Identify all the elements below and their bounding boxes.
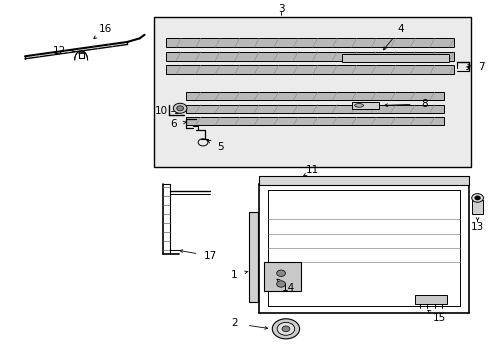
Bar bbox=[259, 176, 468, 185]
Circle shape bbox=[471, 194, 483, 202]
Bar bbox=[185, 92, 444, 100]
Text: 5: 5 bbox=[216, 142, 223, 152]
Text: 3: 3 bbox=[277, 4, 284, 14]
Text: 8: 8 bbox=[421, 99, 427, 109]
Text: 2: 2 bbox=[231, 319, 238, 328]
Circle shape bbox=[282, 326, 289, 332]
Bar bbox=[166, 39, 453, 47]
Bar bbox=[249, 212, 258, 302]
Bar bbox=[185, 105, 444, 113]
Text: 14: 14 bbox=[281, 283, 294, 293]
Text: 1: 1 bbox=[230, 270, 237, 280]
Polygon shape bbox=[154, 17, 470, 167]
Circle shape bbox=[173, 103, 186, 113]
Text: 13: 13 bbox=[470, 222, 483, 232]
Text: 12: 12 bbox=[53, 46, 66, 56]
Circle shape bbox=[277, 322, 294, 335]
Text: 6: 6 bbox=[170, 120, 177, 129]
Circle shape bbox=[474, 196, 480, 200]
Bar bbox=[185, 117, 444, 125]
Text: 10: 10 bbox=[155, 106, 168, 116]
Bar bbox=[166, 65, 453, 74]
Text: 7: 7 bbox=[477, 62, 483, 72]
Circle shape bbox=[276, 281, 285, 287]
Ellipse shape bbox=[354, 104, 363, 107]
Bar bbox=[264, 262, 300, 291]
Bar bbox=[341, 54, 448, 62]
Text: 15: 15 bbox=[432, 313, 445, 323]
Bar bbox=[166, 51, 453, 60]
Text: 16: 16 bbox=[99, 24, 112, 35]
Text: 17: 17 bbox=[203, 251, 217, 261]
Text: 4: 4 bbox=[396, 24, 403, 35]
Text: 11: 11 bbox=[305, 165, 319, 175]
Circle shape bbox=[276, 270, 285, 276]
Circle shape bbox=[176, 106, 183, 111]
Circle shape bbox=[272, 319, 299, 339]
Bar bbox=[471, 200, 483, 214]
Bar bbox=[414, 295, 446, 304]
Bar bbox=[351, 102, 378, 109]
Text: 9: 9 bbox=[173, 106, 179, 116]
